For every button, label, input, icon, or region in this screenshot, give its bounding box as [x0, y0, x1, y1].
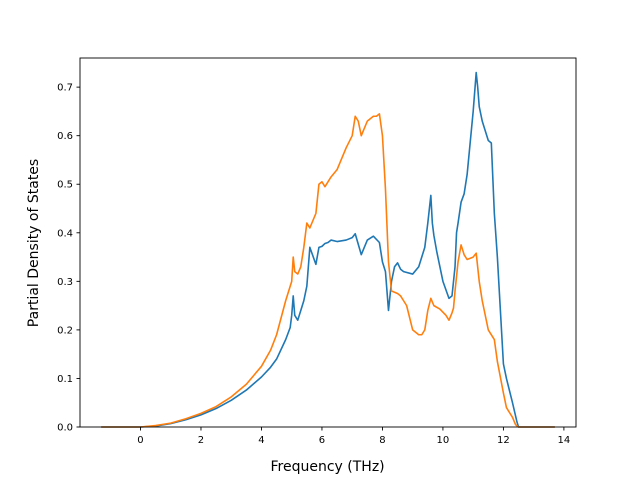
- x-axis-label: Frequency (THz): [271, 459, 385, 475]
- x-tick-label: 6: [319, 435, 325, 446]
- series-layer: [101, 71, 555, 428]
- x-tick-label: 14: [558, 435, 571, 446]
- y-axis-label: Partial Density of States: [26, 159, 42, 327]
- x-tick-label: 0: [137, 435, 143, 446]
- y-tick-label: 0.5: [57, 180, 73, 191]
- x-tick-label: 4: [258, 435, 264, 446]
- series-line-2: [101, 113, 555, 428]
- axes-frame: [79, 57, 577, 428]
- x-tick-label: 8: [379, 435, 385, 446]
- y-tick-label: 0.0: [57, 423, 73, 434]
- y-tick-label: 0.6: [57, 131, 73, 142]
- x-tick-label: 10: [437, 435, 450, 446]
- y-tick-label: 0.3: [57, 277, 73, 288]
- x-tick-label: 12: [497, 435, 510, 446]
- series-line-1: [101, 71, 555, 428]
- y-tick-label: 0.1: [57, 374, 73, 385]
- y-tick-label: 0.4: [57, 228, 73, 239]
- tick-layer: 0 2 4 6 8 10 12 14 0.0 0.1 0.2 0.3 0.4 0.5 0.6 0.7: [57, 83, 570, 446]
- x-tick-label: 2: [198, 435, 204, 446]
- y-tick-label: 0.2: [57, 325, 73, 336]
- plot-frame: [79, 57, 577, 428]
- y-tick-label: 0.7: [57, 83, 73, 94]
